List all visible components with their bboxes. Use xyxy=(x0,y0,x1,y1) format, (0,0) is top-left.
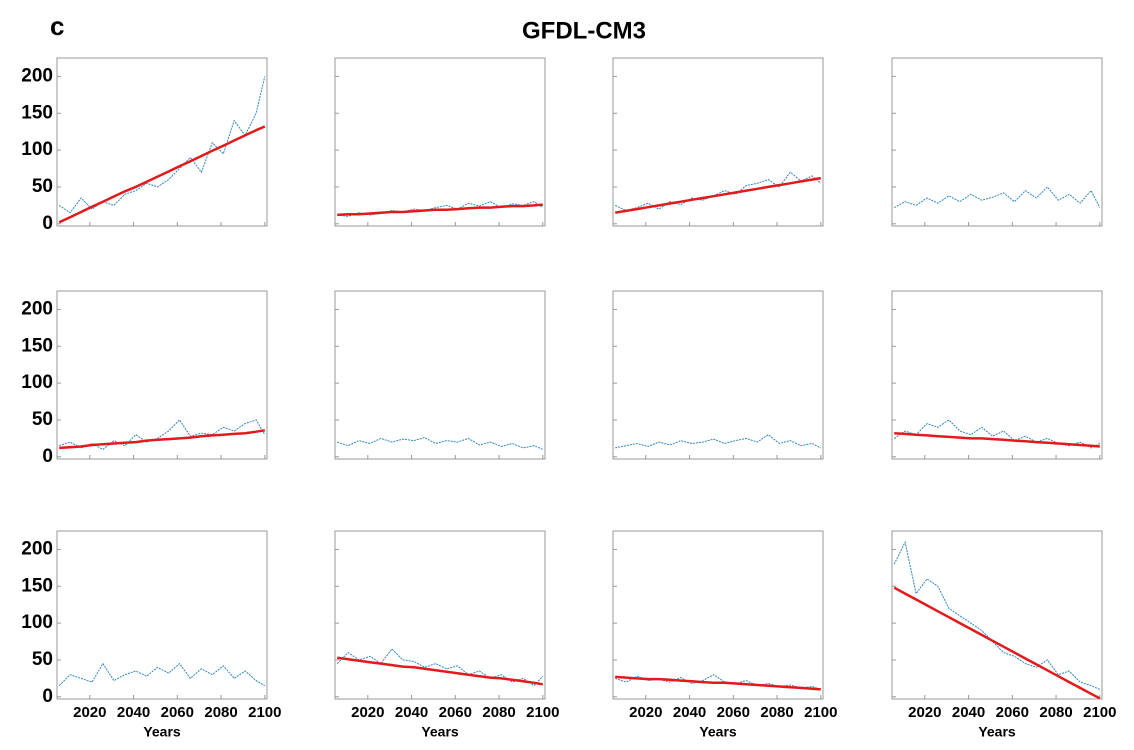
panel-label: c xyxy=(50,11,64,41)
data-line xyxy=(336,648,544,687)
x-tick-label: 2100 xyxy=(1083,704,1116,721)
plot-frame xyxy=(891,57,1103,227)
data-line xyxy=(337,437,543,450)
y-tick-label: 100 xyxy=(21,139,53,160)
plot-frame xyxy=(334,530,546,700)
trend-line xyxy=(59,429,265,450)
x-axis-label: Years xyxy=(978,724,1016,740)
y-tick-label: 150 xyxy=(21,102,53,123)
x-axis-label: Years xyxy=(143,724,181,740)
trend-line xyxy=(615,675,821,691)
plot-frame xyxy=(334,290,546,460)
x-tick-label: 2020 xyxy=(351,704,384,721)
x-tick-label: 2100 xyxy=(804,704,837,721)
plot-frame xyxy=(891,290,1103,460)
trend-line xyxy=(893,586,1101,700)
plot-frame xyxy=(56,290,268,460)
x-tick-label: 2080 xyxy=(760,704,793,721)
data-line xyxy=(893,419,1101,449)
x-tick-label: 2060 xyxy=(439,704,472,721)
x-axis-label: Years xyxy=(699,724,737,740)
plot-frame xyxy=(612,530,824,700)
data-line xyxy=(58,662,266,687)
x-axis-label: Years xyxy=(421,724,459,740)
x-tick-label: 2060 xyxy=(161,704,194,721)
y-tick-label: 200 xyxy=(21,65,53,86)
y-tick-label: 100 xyxy=(21,372,53,393)
y-tick-label: 200 xyxy=(21,538,53,559)
plot-frame xyxy=(612,57,824,227)
plot-frame xyxy=(612,290,824,460)
x-tick-label: 2040 xyxy=(395,704,428,721)
y-tick-label: 200 xyxy=(21,298,53,319)
y-tick-label: 50 xyxy=(32,649,53,670)
y-tick-label: 0 xyxy=(42,213,53,234)
x-tick-label: 2020 xyxy=(73,704,106,721)
data-line xyxy=(337,201,544,217)
y-tick-label: 150 xyxy=(21,335,53,356)
trend-line xyxy=(337,203,543,217)
y-tick-label: 0 xyxy=(42,446,53,467)
x-tick-label: 2040 xyxy=(673,704,706,721)
x-tick-label: 2060 xyxy=(717,704,750,721)
trend-line xyxy=(58,125,266,224)
y-tick-label: 150 xyxy=(21,575,53,596)
trend-line xyxy=(894,431,1100,448)
x-tick-label: 2040 xyxy=(952,704,985,721)
plot-frame xyxy=(891,530,1103,700)
data-line xyxy=(614,171,822,212)
x-tick-label: 2080 xyxy=(1039,704,1072,721)
x-tick-label: 2060 xyxy=(996,704,1029,721)
y-tick-label: 0 xyxy=(42,686,53,707)
x-tick-label: 2100 xyxy=(248,704,281,721)
x-tick-label: 2020 xyxy=(908,704,941,721)
data-line xyxy=(893,540,1100,690)
data-line xyxy=(58,76,266,214)
trend-line xyxy=(337,656,544,686)
x-tick-label: 2100 xyxy=(526,704,559,721)
data-line xyxy=(615,434,822,449)
data-line xyxy=(893,186,1101,209)
plot-frame xyxy=(56,57,268,227)
plot-frame xyxy=(334,57,546,227)
x-tick-label: 2040 xyxy=(117,704,150,721)
x-tick-label: 2020 xyxy=(629,704,662,721)
trend-line xyxy=(614,176,822,214)
y-tick-label: 50 xyxy=(32,409,53,430)
plot-frame xyxy=(56,530,268,700)
figure-title: GFDL-CM3 xyxy=(522,17,646,44)
x-tick-label: 2080 xyxy=(204,704,237,721)
y-tick-label: 100 xyxy=(21,612,53,633)
y-tick-label: 50 xyxy=(32,176,53,197)
x-tick-label: 2080 xyxy=(482,704,515,721)
